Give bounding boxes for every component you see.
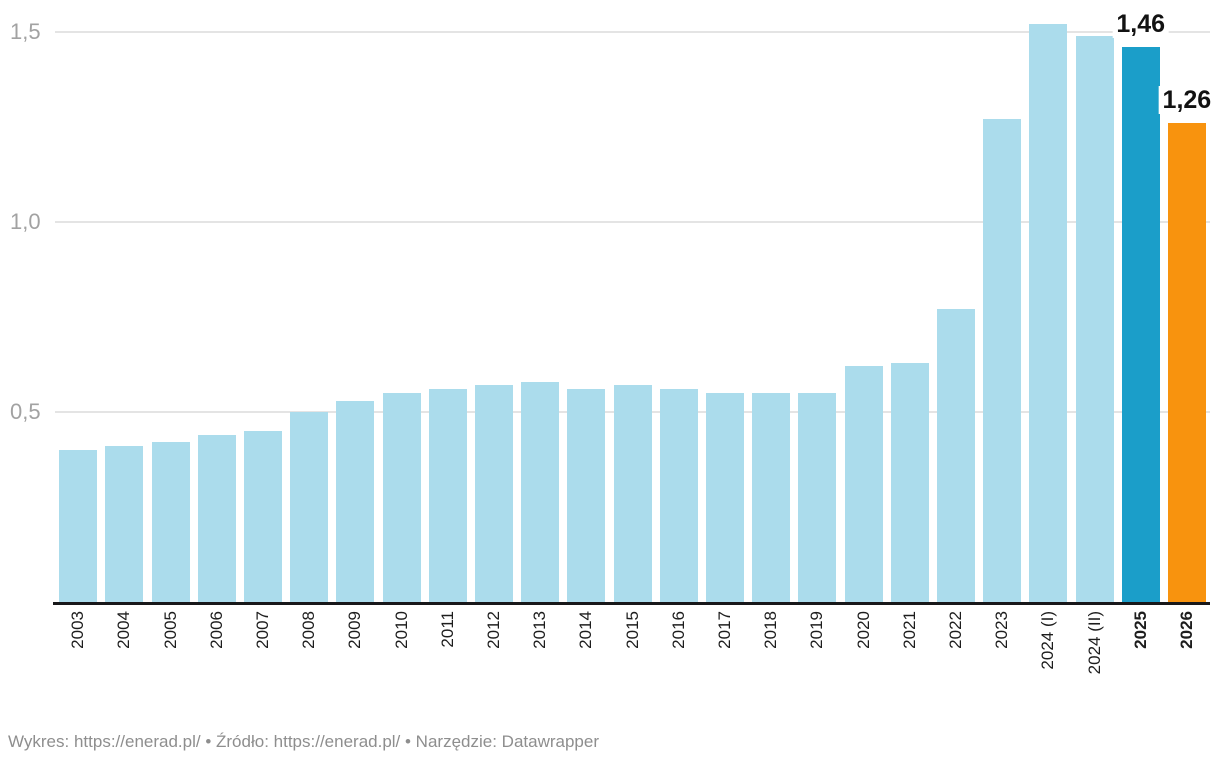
bar-2020[interactable] bbox=[844, 366, 883, 602]
footer-tool-label: • Narzędzie: bbox=[400, 732, 502, 751]
footer-chart-label: Wykres: bbox=[8, 732, 74, 751]
bar-2011[interactable] bbox=[428, 389, 467, 602]
x-tick-label-2020: 2020 bbox=[853, 611, 873, 649]
x-tick-label-2014: 2014 bbox=[576, 611, 596, 649]
gridline-1-0 bbox=[55, 221, 1210, 223]
x-tick-label-2009: 2009 bbox=[345, 611, 365, 649]
bar-2014[interactable] bbox=[567, 389, 606, 602]
bar-2015[interactable] bbox=[613, 385, 652, 602]
bar-2024-i[interactable] bbox=[1029, 24, 1068, 602]
value-label-2026: 1,26 bbox=[1158, 86, 1216, 115]
bar-2022[interactable] bbox=[936, 309, 975, 602]
x-tick-label-2003: 2003 bbox=[68, 611, 88, 649]
bar-2021[interactable] bbox=[890, 363, 929, 602]
x-tick-label-2011: 2011 bbox=[437, 611, 457, 648]
x-tick-label-2015: 2015 bbox=[622, 611, 642, 649]
x-tick-label-2005: 2005 bbox=[160, 611, 180, 649]
bar-2023[interactable] bbox=[983, 119, 1022, 602]
x-axis-line bbox=[53, 602, 1210, 605]
y-tick-label-1-5: 1,5 bbox=[10, 19, 41, 44]
x-tick-label-2012: 2012 bbox=[483, 611, 503, 649]
x-tick-label-2013: 2013 bbox=[530, 611, 550, 649]
bar-2024-ii[interactable] bbox=[1075, 36, 1114, 602]
bar-2016[interactable] bbox=[659, 389, 698, 602]
bar-2010[interactable] bbox=[382, 393, 421, 602]
y-tick-label-0-5: 0,5 bbox=[10, 399, 41, 424]
footer-source-label: • Źródło: bbox=[200, 732, 274, 751]
x-tick-label-2016: 2016 bbox=[668, 611, 688, 649]
bar-2007[interactable] bbox=[243, 431, 282, 602]
footer-source-link[interactable]: https://enerad.pl/ bbox=[273, 732, 401, 751]
bar-2004[interactable] bbox=[105, 446, 144, 602]
bar-2003[interactable] bbox=[59, 450, 98, 602]
x-tick-label-2023: 2023 bbox=[992, 611, 1012, 649]
footer-tool-link[interactable]: Datawrapper bbox=[501, 732, 599, 751]
bar-chart-plot: 0,5 1,0 1,5 2003 2004 2005 2006 2007 2008 2009 201… bbox=[10, 10, 1216, 675]
x-tick-label-2021: 2021 bbox=[899, 611, 919, 649]
bar-2018[interactable] bbox=[752, 393, 791, 602]
x-tick-label-2022: 2022 bbox=[945, 611, 965, 649]
x-tick-label-2006: 2006 bbox=[206, 611, 226, 649]
bar-2017[interactable] bbox=[705, 393, 744, 602]
x-tick-label-2024-i: 2024 (I) bbox=[1038, 611, 1058, 670]
x-tick-label-2019: 2019 bbox=[807, 611, 827, 649]
bar-2025[interactable] bbox=[1121, 47, 1160, 602]
x-tick-label-2008: 2008 bbox=[299, 611, 319, 649]
value-label-2025: 1,46 bbox=[1112, 10, 1170, 39]
x-tick-label-2017: 2017 bbox=[714, 611, 734, 649]
bar-2005[interactable] bbox=[151, 442, 190, 602]
bar-2012[interactable] bbox=[474, 385, 513, 602]
bar-2006[interactable] bbox=[197, 435, 236, 602]
bar-2009[interactable] bbox=[336, 401, 375, 602]
x-tick-label-2010: 2010 bbox=[391, 611, 411, 649]
x-tick-label-2004: 2004 bbox=[114, 611, 134, 649]
x-tick-label-2024-ii: 2024 (II) bbox=[1084, 611, 1104, 675]
y-tick-label-1-0: 1,0 bbox=[10, 209, 41, 234]
chart-footer: Wykres: https://enerad.pl/ • Źródło: htt… bbox=[8, 731, 599, 753]
x-tick-label-2018: 2018 bbox=[761, 611, 781, 649]
bar-2013[interactable] bbox=[521, 382, 560, 602]
footer-chart-link[interactable]: https://enerad.pl/ bbox=[73, 732, 201, 751]
x-tick-label-2007: 2007 bbox=[252, 611, 272, 649]
gridline-1-5 bbox=[55, 31, 1210, 33]
x-tick-label-2025: 2025 bbox=[1130, 611, 1150, 649]
bar-2026[interactable] bbox=[1167, 123, 1206, 602]
bar-2019[interactable] bbox=[798, 393, 837, 602]
bar-2008[interactable] bbox=[290, 412, 329, 602]
x-tick-label-2026: 2026 bbox=[1176, 611, 1196, 649]
